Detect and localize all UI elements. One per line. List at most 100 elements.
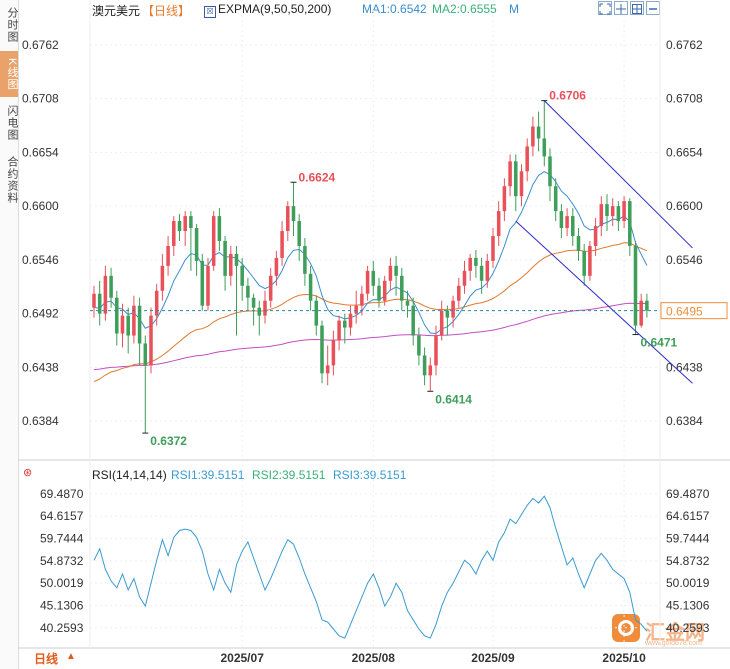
candle-body — [525, 146, 529, 172]
extreme-label: 0.6624 — [298, 170, 335, 184]
candle-body — [234, 253, 239, 266]
tab-contract-info[interactable]: 合约资料 — [6, 156, 18, 204]
rsi-tick-label-right: 59.7444 — [666, 532, 710, 546]
candle-body — [451, 300, 455, 318]
candle-body — [143, 343, 148, 366]
extreme-label: 0.6471 — [640, 336, 677, 350]
candle-body — [177, 221, 182, 232]
candle-body — [593, 226, 598, 246]
price-tick-label-right: 0.6438 — [666, 360, 703, 374]
candle-body — [439, 310, 444, 336]
period-button[interactable]: 日线 ▲ — [22, 648, 88, 667]
candle-body — [194, 228, 199, 261]
price-tick-label-right: 0.6708 — [666, 92, 703, 106]
candle-body — [565, 216, 569, 229]
rsi1-value: RSI1:39.5151 — [171, 468, 245, 482]
candle-body — [274, 257, 279, 276]
price-tick-label: 0.6600 — [22, 199, 59, 213]
candle-body — [240, 265, 244, 286]
fullscreen-icon[interactable] — [598, 1, 612, 15]
candle-body — [268, 275, 273, 301]
price-tick-label-right: 0.6546 — [666, 253, 703, 267]
candle-body — [400, 275, 404, 301]
candle-body — [394, 265, 398, 276]
candle-body — [172, 221, 176, 246]
candle-body — [371, 270, 376, 286]
tab-lightning[interactable]: 闪电图 — [6, 105, 18, 141]
candle-body — [622, 201, 626, 222]
candle-body — [553, 186, 558, 212]
watermark-url: www.gold678.com — [645, 640, 702, 647]
candle-body — [405, 300, 410, 306]
extreme-label: 0.6706 — [549, 89, 586, 103]
rsi-tick-label-right: 50.0019 — [666, 576, 710, 590]
indicator-name: EXPMA(9,50,50,200) — [218, 2, 332, 16]
candle-body — [365, 270, 370, 294]
candle-body — [291, 206, 296, 222]
candle-body — [531, 126, 535, 147]
candle-body — [434, 335, 438, 366]
grid-icon[interactable] — [630, 1, 644, 15]
rsi3-value: RSI3:39.5151 — [333, 468, 407, 482]
candle-body — [588, 245, 592, 276]
candle-body — [502, 186, 507, 212]
candle-body — [360, 293, 364, 306]
candle-body — [120, 315, 125, 334]
price-tick-label: 0.6762 — [22, 38, 59, 52]
rsi-tick-label: 45.1306 — [40, 598, 84, 612]
ema-fast-line — [93, 171, 648, 335]
ma-m-label: M — [509, 2, 519, 16]
dropdown-icon[interactable]: ☒ — [204, 6, 216, 18]
candle-body — [417, 335, 421, 356]
current-price-tag — [660, 302, 728, 320]
candle-body — [645, 300, 649, 311]
candle-body — [337, 320, 341, 341]
rsi-tick-label-right: 69.4870 — [666, 487, 710, 501]
price-tick-label-right: 0.6762 — [666, 38, 703, 52]
time-tick-label: 2025/08 — [352, 651, 396, 665]
candle-body — [154, 290, 159, 316]
candle-body — [474, 257, 478, 266]
candle-body — [223, 240, 227, 276]
candle-body — [519, 171, 524, 197]
current-price-label: 0.6495 — [666, 305, 703, 319]
indicator-selector[interactable]: ☒ EXPMA(9,50,50,200) — [204, 2, 331, 18]
candle-body — [599, 204, 604, 227]
candle-body — [508, 161, 512, 187]
crosshair-icon[interactable] — [614, 1, 628, 15]
price-tick-label-right: 0.6384 — [666, 414, 703, 428]
rsi-tick-label-right: 64.6157 — [666, 509, 710, 523]
candle-body — [211, 216, 216, 266]
candle-body — [320, 325, 324, 374]
candle-body — [257, 307, 262, 316]
rsi-line — [93, 495, 648, 639]
candle-body — [308, 273, 313, 301]
candle-body — [263, 300, 267, 316]
rsi-tick-label-right: 45.1306 — [666, 598, 710, 612]
period-button-label: 日线 — [34, 652, 59, 666]
candle-body — [149, 315, 153, 366]
ma1-value: MA1:0.6542 — [362, 2, 427, 16]
tab-time-sharing[interactable]: 分时图 — [6, 7, 18, 43]
price-tick-label-right: 0.6654 — [666, 145, 703, 159]
trend-channel-upper — [543, 100, 693, 249]
candle-body — [103, 275, 108, 314]
settings-icon[interactable]: ⊛ — [23, 467, 33, 479]
symbol-title: 澳元美元 — [92, 4, 141, 18]
trend-channel-lower — [515, 220, 693, 384]
candle-body — [616, 206, 621, 222]
candle-body — [126, 315, 130, 336]
candle-body — [559, 211, 564, 229]
sidebar: 分时图 K线图 闪电图 合约资料 — [0, 0, 19, 669]
rsi-tick-label: 59.7444 — [40, 532, 84, 546]
candle-body — [382, 280, 387, 301]
candle-body — [160, 265, 165, 291]
candle-body — [576, 236, 581, 251]
tab-kline[interactable]: K线图 — [0, 51, 18, 97]
rsi2-value: RSI2:39.5151 — [252, 468, 326, 482]
candle-body — [246, 285, 250, 298]
candle-body — [115, 297, 119, 334]
candle-body — [303, 245, 307, 274]
rsi-tick-label: 69.4870 — [40, 487, 84, 501]
